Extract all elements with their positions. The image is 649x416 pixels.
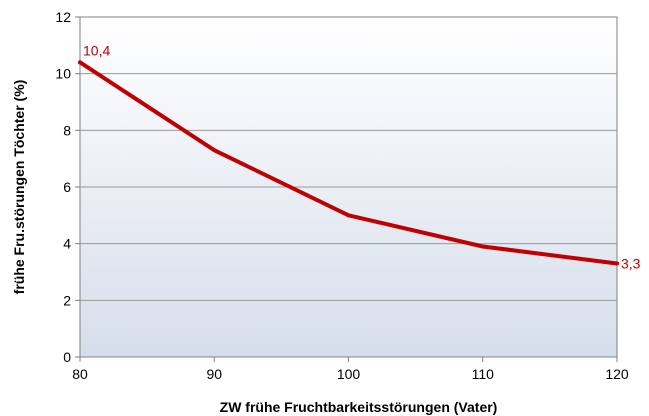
x-tick-label: 120: [605, 366, 629, 382]
y-tick-label: 10: [55, 66, 71, 82]
data-point: [78, 60, 82, 65]
x-tick-label: 90: [206, 366, 222, 382]
data-point: [480, 244, 485, 249]
y-tick-label: 6: [63, 179, 71, 195]
y-tick-label: 8: [63, 122, 71, 138]
data-point: [615, 261, 619, 266]
y-tick-label: 2: [63, 292, 71, 308]
y-tick-label: 12: [55, 9, 71, 25]
x-tick-label: 110: [472, 366, 495, 382]
y-axis-ticks: 0 2 4 6 8 10 12: [55, 9, 80, 365]
x-tick-label: 100: [337, 366, 361, 382]
gridlines: [80, 73, 617, 301]
series-layer: [78, 60, 619, 266]
data-point: [346, 213, 351, 218]
x-axis-ticks: 80 90 100 110 120: [72, 357, 629, 382]
data-labels: 10,4 3,3: [83, 42, 641, 271]
y-tick-label: 0: [63, 349, 71, 365]
data-label: 3,3: [621, 256, 641, 272]
y-axis-title: frühe Fru.störungen Töchter (%): [11, 80, 27, 295]
x-tick-label: 80: [72, 366, 88, 382]
x-axis-title: ZW frühe Fruchtbarkeitsstörungen (Vater): [220, 399, 498, 415]
data-point: [212, 148, 217, 153]
y-tick-label: 4: [63, 236, 71, 252]
data-label: 10,4: [83, 42, 110, 58]
